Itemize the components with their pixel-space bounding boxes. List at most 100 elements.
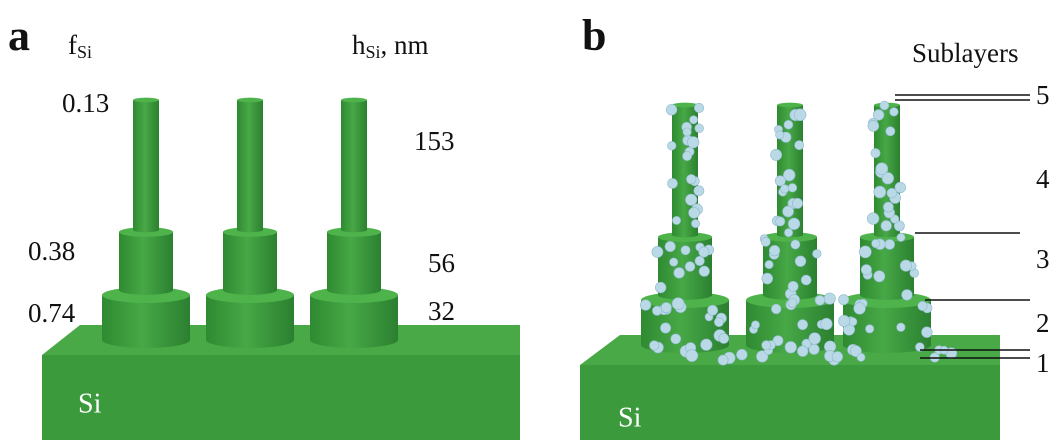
nanoparticle <box>765 260 773 268</box>
subscript: Si <box>77 42 92 62</box>
height-label: hSi, nm <box>352 30 429 62</box>
cylinder-top <box>237 98 263 103</box>
cylinder-side <box>341 100 367 232</box>
nanoparticle <box>699 247 709 257</box>
fraction-value: 0.38 <box>28 236 75 266</box>
nanoparticle <box>832 351 843 362</box>
sublayer-number: 1 <box>1036 348 1050 378</box>
nanoparticle <box>695 124 704 133</box>
nanoparticle <box>798 320 808 330</box>
nanoparticle <box>795 256 806 267</box>
symbol: f <box>68 30 77 60</box>
cylinder-side <box>327 232 381 295</box>
panel-label: a <box>8 11 30 60</box>
nanoparticle <box>784 229 792 237</box>
nanoparticle <box>666 104 677 115</box>
nanoparticle <box>797 346 808 357</box>
nanoparticle <box>688 136 699 147</box>
nanoparticle <box>859 246 871 258</box>
sublayers-title: Sublayers <box>912 38 1018 68</box>
nanoparticle <box>762 341 771 350</box>
subscript: Si <box>366 42 381 62</box>
nanoparticle <box>824 293 835 304</box>
nanoparticle <box>785 341 797 353</box>
pillars <box>102 98 931 353</box>
nanoparticle <box>685 262 695 272</box>
nanoparticle <box>902 290 913 301</box>
nanoparticle <box>672 216 680 224</box>
nanoparticle <box>801 275 811 285</box>
nanoparticle <box>890 108 899 117</box>
nanoparticle <box>762 273 773 284</box>
nanoparticle <box>857 353 865 361</box>
nanoparticle <box>771 304 781 314</box>
nanoparticle <box>921 327 932 338</box>
cylinder-side <box>206 295 294 348</box>
cylinder-side <box>102 295 190 348</box>
nanoparticle <box>751 321 759 329</box>
nanoparticle <box>686 174 696 184</box>
fraction-label: fSi <box>68 30 92 62</box>
sublayer-number: 5 <box>1036 80 1050 110</box>
nanoparticle <box>683 128 691 136</box>
nanoparticle <box>838 315 849 326</box>
nanoparticle <box>788 281 798 291</box>
nanoparticle <box>761 237 770 246</box>
nanoparticle <box>719 333 729 343</box>
nanoparticle <box>918 301 927 310</box>
nanoparticle <box>661 302 671 312</box>
nanoparticle <box>788 183 797 192</box>
nanoparticle <box>780 185 788 193</box>
nanoparticle <box>867 213 879 225</box>
nanoparticle <box>897 233 905 241</box>
sublayer-number: 3 <box>1036 244 1050 274</box>
figure: a fSi hSi, nm 0.13 0.38 0.74 153 56 32 S… <box>0 0 1058 440</box>
symbol: h <box>352 30 366 60</box>
unit: , nm <box>381 30 429 60</box>
nanoparticle <box>655 282 666 293</box>
nanoparticle <box>895 182 906 193</box>
nanoparticle <box>880 101 889 110</box>
nanoparticle <box>873 110 884 121</box>
cylinder-side <box>223 232 277 295</box>
nanoparticle <box>776 131 784 139</box>
nanoparticle <box>694 103 704 113</box>
cylinder-side <box>133 100 159 232</box>
nanoparticle <box>794 109 806 121</box>
nanoparticle <box>668 178 678 188</box>
nanoparticle <box>788 218 800 230</box>
nanoparticle <box>784 120 793 129</box>
nanoparticle <box>883 202 893 212</box>
nanoparticle <box>783 206 794 217</box>
substrate-front <box>580 365 1000 440</box>
nanoparticle <box>667 141 676 150</box>
cylinder-side <box>119 232 173 295</box>
nanoparticle <box>813 249 822 258</box>
nanoparticle <box>871 148 880 157</box>
nanoparticle <box>874 186 886 198</box>
nanoparticle <box>821 318 833 330</box>
nanoparticle <box>701 339 712 350</box>
nanoparticle <box>792 198 802 208</box>
nanoparticle <box>649 341 659 351</box>
nanoparticle <box>868 120 879 131</box>
nanoparticle <box>897 323 906 332</box>
fraction-value: 0.74 <box>28 298 76 328</box>
cylinder-top <box>133 98 159 103</box>
nanoparticle <box>881 220 892 231</box>
nanoparticle <box>776 217 785 226</box>
cylinder-top <box>777 103 803 108</box>
nanoparticle <box>809 333 821 345</box>
nanoparticle <box>736 349 747 360</box>
nanoparticle <box>788 298 797 307</box>
nanoparticle <box>874 271 885 282</box>
nanoparticle <box>652 246 663 257</box>
nanoparticle <box>683 151 692 160</box>
nanoparticle <box>900 260 911 271</box>
height-value: 153 <box>414 126 455 156</box>
nanoparticle <box>872 239 880 247</box>
nanoparticle <box>691 219 699 227</box>
nanoparticle <box>674 268 685 279</box>
nanoparticle <box>770 149 781 160</box>
nanoparticle <box>714 317 723 326</box>
